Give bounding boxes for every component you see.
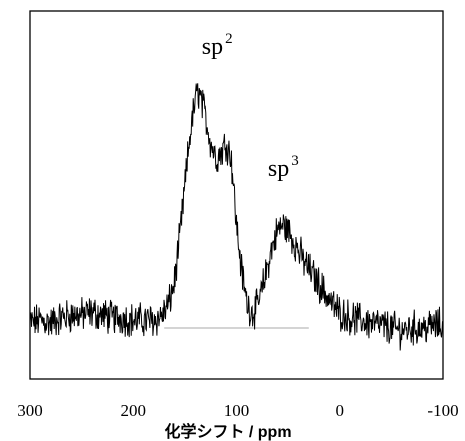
peak-annotation: sp 2 <box>202 31 233 60</box>
plot-frame <box>29 10 444 380</box>
x-tick-label: -100 <box>427 401 458 420</box>
x-tick-label: 200 <box>121 401 147 420</box>
x-tick-label: 300 <box>17 401 43 420</box>
peak-annotations: sp 2 sp 3 <box>202 31 299 182</box>
x-tick-label: 0 <box>336 401 345 420</box>
peak-annotation: sp 3 <box>268 153 299 182</box>
x-axis-label: 化学シフト / ppm <box>164 422 291 441</box>
x-axis-ticks: 300 200 100 0 -100 <box>17 401 458 420</box>
spectrum-line <box>29 83 444 351</box>
x-tick-label: 100 <box>224 401 250 420</box>
